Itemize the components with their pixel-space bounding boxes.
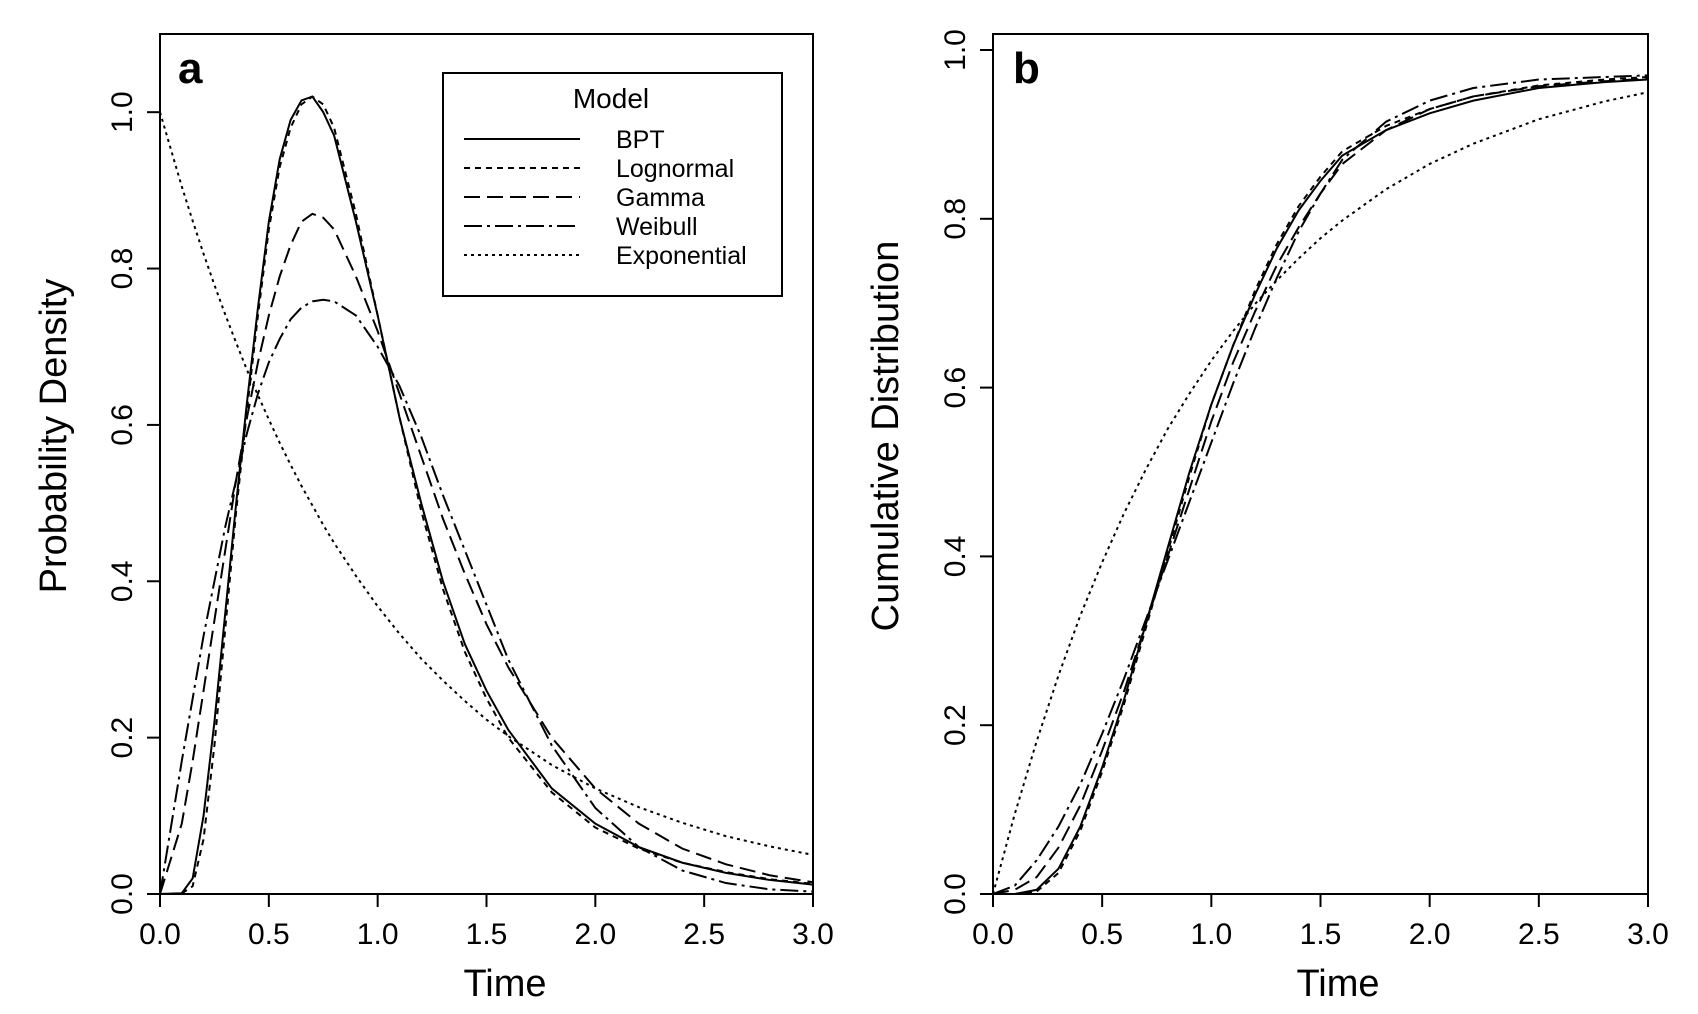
x-tick-label: 3.0 [1627, 918, 1669, 951]
y-tick-label: 0.2 [939, 704, 972, 746]
x-tick-label: 1.5 [1300, 918, 1342, 951]
panel-a-x-axis: 0.0 0.5 1.0 1.5 2.0 2.5 3.0 [139, 893, 834, 951]
y-tick-label: 0.0 [106, 873, 139, 915]
y-tick-label: 0.6 [939, 367, 972, 409]
panel-b-y-axis: 0.0 0.2 0.4 0.6 0.8 1.0 [939, 29, 994, 915]
y-tick-label: 0.4 [939, 536, 972, 578]
series-line-gamma [992, 77, 1649, 895]
panel-a-curves [159, 95, 814, 895]
panel-a-y-axis-title: Probability Density [33, 279, 75, 594]
x-tick-label: 0.5 [248, 918, 290, 951]
series-line-exponential [159, 111, 814, 856]
panel-b-letter: b [1013, 44, 1040, 93]
panel-a-legend: Model BPTLognormalGammaWeibullExponentia… [442, 72, 783, 297]
panel-a-x-axis-title: Time [463, 963, 546, 1005]
x-tick-label: 0.5 [1081, 918, 1123, 951]
series-line-weibull [992, 74, 1649, 895]
x-tick-label: 1.0 [1190, 918, 1232, 951]
legend-label-lognormal: Lognormal [616, 155, 734, 183]
panel-b-y-axis-title: Cumulative Distribution [865, 241, 907, 632]
y-tick-label: 1.0 [939, 29, 972, 71]
panel-a-density-chart: a 0.0 0.5 1.0 1.5 2.0 2.5 3.0 0.0 0.2 0.4 0.6 0.8 1… [33, 33, 834, 1005]
x-tick-label: 2.0 [1409, 918, 1451, 951]
y-tick-label: 1.0 [106, 91, 139, 133]
x-tick-label: 2.0 [574, 918, 616, 951]
x-tick-label: 0.0 [139, 918, 181, 951]
series-line-bpt [159, 95, 814, 895]
y-tick-label: 0.8 [106, 248, 139, 290]
x-tick-label: 2.5 [1518, 918, 1560, 951]
y-tick-label: 0.6 [106, 404, 139, 446]
panel-b-plot-frame [992, 33, 1649, 895]
series-line-bpt [993, 78, 1649, 895]
panel-a-letter: a [178, 44, 203, 93]
legend-label-bpt: BPT [616, 126, 665, 154]
series-line-lognormal [159, 95, 814, 895]
panel-b-x-axis-title: Time [1296, 963, 1379, 1005]
panel-b-x-axis: 0.0 0.5 1.0 1.5 2.0 2.5 3.0 [972, 893, 1669, 951]
y-tick-label: 0.4 [106, 560, 139, 602]
series-line-weibull [159, 298, 814, 895]
y-tick-label: 0.8 [939, 198, 972, 240]
series-line-exponential [992, 91, 1649, 895]
x-tick-label: 1.0 [357, 918, 399, 951]
series-line-lognormal [993, 76, 1649, 895]
series-line-gamma [159, 212, 814, 895]
x-tick-label: 2.5 [683, 918, 725, 951]
legend-box [442, 72, 783, 297]
panel-b-cumulative-chart: b 0.0 0.5 1.0 1.5 2.0 2.5 3.0 0.0 0.2 0.4 0.6 0.8 1… [865, 29, 1669, 1005]
legend-title: Model [573, 83, 649, 114]
x-tick-label: 1.5 [466, 918, 508, 951]
x-tick-label: 3.0 [792, 918, 834, 951]
legend-label-gamma: Gamma [616, 184, 705, 212]
panel-b-curves [992, 74, 1649, 895]
y-tick-label: 0.0 [939, 873, 972, 915]
legend-label-exponential: Exponential [616, 242, 747, 270]
panel-a-y-axis: 0.0 0.2 0.4 0.6 0.8 1.0 [106, 91, 161, 915]
x-tick-label: 0.0 [972, 918, 1014, 951]
y-tick-label: 0.2 [106, 717, 139, 759]
legend-label-weibull: Weibull [616, 213, 698, 241]
